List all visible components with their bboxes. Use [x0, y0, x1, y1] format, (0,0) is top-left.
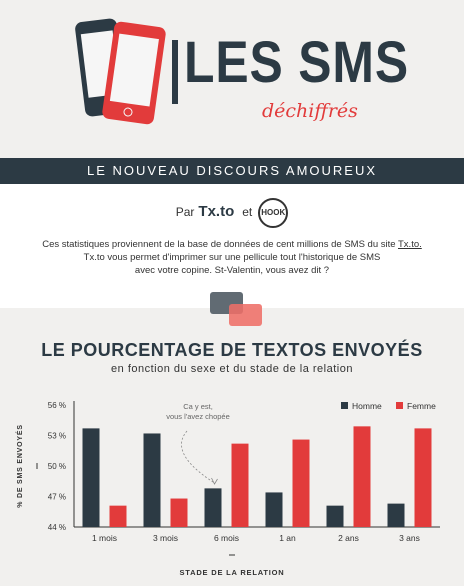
legend-label: Homme: [352, 401, 382, 411]
chart-subtitle: en fonction du sexe et du stade de la re…: [111, 363, 353, 375]
bar-femme: [109, 505, 127, 527]
bar-homme: [82, 428, 100, 527]
bar-homme: [265, 492, 283, 527]
x-tick-label: 3 mois: [153, 533, 178, 543]
legend-swatch: [341, 402, 348, 409]
page-subtitle: déchiffrés: [262, 100, 358, 122]
intro-section: Par Tx.to et HOOK Ces statistiques provienn…: [0, 184, 464, 326]
x-tick-label: 1 mois: [92, 533, 117, 543]
bar-homme: [143, 433, 161, 527]
bar-femme: [292, 439, 310, 527]
x-tick-label: 1 an: [279, 533, 296, 543]
intro-line-3: avec votre copine. St-Valentin, vous ave…: [134, 265, 330, 276]
annotation-text: vous l'avez chopée: [166, 412, 230, 421]
intro-line-1: Ces statistiques proviennent de la base …: [42, 239, 422, 250]
x-tick-label: 3 ans: [399, 533, 420, 543]
section-banner: LE NOUVEAU DISCOURS AMOUREUX: [0, 158, 464, 184]
y-tick-label: 56 %: [48, 401, 66, 410]
y-tick-label: 50 %: [48, 462, 66, 471]
bar-chart: 56 % 53 % 50 % 47 % 44 % % DE SMS ENVOYÉS 1 mo…: [15, 401, 440, 577]
annotation-text: Ca y est,: [183, 402, 213, 411]
bar-femme: [170, 498, 188, 527]
bar-homme: [387, 503, 405, 527]
intro-line-2: Tx.to vous permet d'imprimer sur une pel…: [83, 252, 381, 263]
bar-homme: [204, 488, 222, 527]
chart-title: LE POURCENTAGE DE TEXTOS ENVOYÉS: [41, 340, 423, 360]
txto-link[interactable]: Tx.to.: [398, 239, 422, 250]
y-axis-label: % DE SMS ENVOYÉS: [15, 424, 24, 508]
legend-swatch: [396, 402, 403, 409]
x-axis-label: STADE DE LA RELATION: [179, 568, 284, 577]
annotation-arrowhead: [211, 477, 218, 485]
bar-femme: [231, 443, 249, 527]
x-tick-label: 6 mois: [214, 533, 239, 543]
credits-line: Par Tx.to et HOOK: [0, 198, 464, 228]
banner-text: LE NOUVEAU DISCOURS AMOUREUX: [86, 163, 378, 178]
bar-femme: [414, 428, 432, 527]
page-title: LES SMS: [184, 30, 409, 95]
bar-homme: [326, 505, 344, 527]
annotation-arrow: [181, 430, 215, 484]
y-tick-label: 47 %: [48, 493, 66, 502]
brand-txto-logo[interactable]: Tx.to: [198, 203, 235, 221]
x-tick-label: 2 ans: [338, 533, 359, 543]
and-label: et: [242, 205, 253, 220]
hook-logo[interactable]: HOOK: [258, 198, 289, 228]
by-label: Par: [175, 205, 195, 220]
title-accent-bar: [172, 40, 178, 104]
intro-paragraph: Ces statistiques proviennent de la base …: [20, 238, 444, 277]
legend-label: Femme: [407, 401, 436, 411]
y-tick-label: 53 %: [48, 432, 66, 441]
bar-femme: [353, 426, 371, 527]
y-tick-label: 44 %: [48, 523, 66, 532]
chat-bubble-red: [229, 304, 262, 326]
header: LES SMS déchiffrés: [0, 0, 464, 158]
